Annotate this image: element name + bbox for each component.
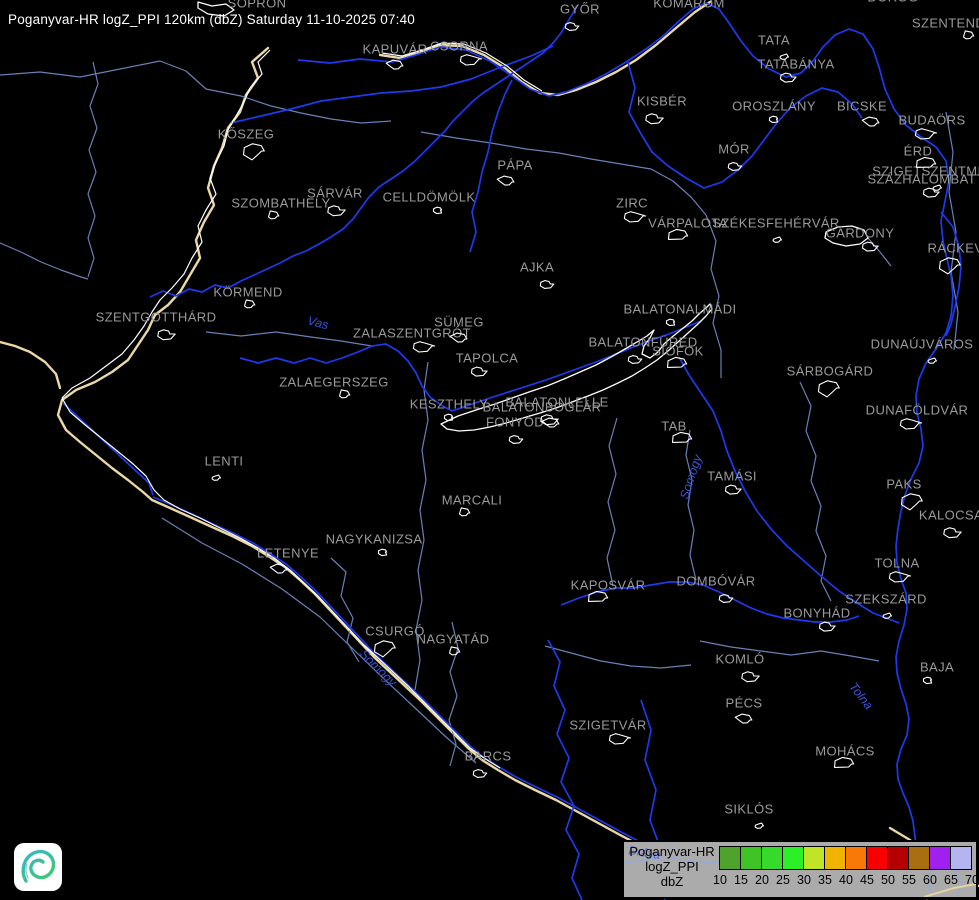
legend-tick-label: 35 — [818, 873, 832, 887]
legend-tick-label: 25 — [776, 873, 790, 887]
velence-lake-outline — [824, 225, 869, 247]
legend-color-scale — [719, 846, 972, 870]
raba-river — [149, 4, 578, 298]
sio-river — [678, 356, 900, 624]
legend-product: logZ_PPI — [645, 859, 699, 874]
cyclone-spiral-icon — [21, 849, 56, 883]
legend-color-cell — [930, 847, 951, 869]
country-border-lines — [61, 1, 869, 769]
legend-tick-label: 15 — [734, 873, 748, 887]
legend-color-cell — [825, 847, 846, 869]
legend-tick-label: 45 — [860, 873, 874, 887]
legend-radar-name: Poganyvar-HR — [629, 844, 715, 859]
legend-tick-label: 50 — [881, 873, 895, 887]
legend-title-block: Poganyvar-HR logZ_PPI dbZ — [624, 844, 720, 889]
radar-header-title: Poganyvar-HR logZ_PPI 120km (dbZ) Saturd… — [8, 12, 416, 27]
vertes-border-line — [627, 61, 863, 189]
legend-tick-label: 55 — [902, 873, 916, 887]
drava-river — [152, 496, 692, 868]
legend-tick-label: 40 — [839, 873, 853, 887]
balaton-channel — [451, 320, 702, 412]
county-borders — [0, 60, 959, 767]
radar-app-logo[interactable] — [14, 843, 62, 891]
legend-color-cell — [720, 847, 741, 869]
border-left-piece — [0, 340, 62, 390]
legend-tick-label: 70 — [965, 873, 979, 887]
austria-slovenia-border — [56, 46, 270, 502]
legend-color-cell — [951, 847, 971, 869]
legend-color-cell — [909, 847, 930, 869]
legend-tick-label: 20 — [755, 873, 769, 887]
legend-tick-label: 60 — [923, 873, 937, 887]
balaton-lake-outline — [440, 303, 713, 432]
legend-color-cell — [804, 847, 825, 869]
kapos-river — [560, 581, 860, 623]
marcal-river — [469, 79, 513, 253]
legend-color-cell — [762, 847, 783, 869]
legend-color-cell — [741, 847, 762, 869]
mura-river — [62, 402, 154, 496]
zala-river — [239, 343, 453, 412]
baranya-border-1 — [547, 639, 583, 900]
legend-tick-label: 65 — [944, 873, 958, 887]
legend-color-cell — [846, 847, 867, 869]
ferto-lake-outline — [197, 1, 235, 17]
legend-tick-label: 30 — [797, 873, 811, 887]
rackeve-danube-branch — [940, 211, 962, 337]
danube-river — [297, 2, 954, 900]
drava-border — [150, 498, 692, 872]
legend-color-cell — [783, 847, 804, 869]
legend-color-cell — [888, 847, 909, 869]
rivers — [62, 2, 962, 900]
slovakia-border — [378, 0, 712, 97]
legend-unit: dbZ — [660, 874, 684, 889]
legend-tick-label: 10 — [713, 873, 727, 887]
drava-river-label: Dráva — [628, 843, 662, 862]
legend-color-cell — [867, 847, 888, 869]
radar-legend: Dráva Poganyvar-HR logZ_PPI dbZ 10 15 20 25… — [622, 840, 979, 899]
